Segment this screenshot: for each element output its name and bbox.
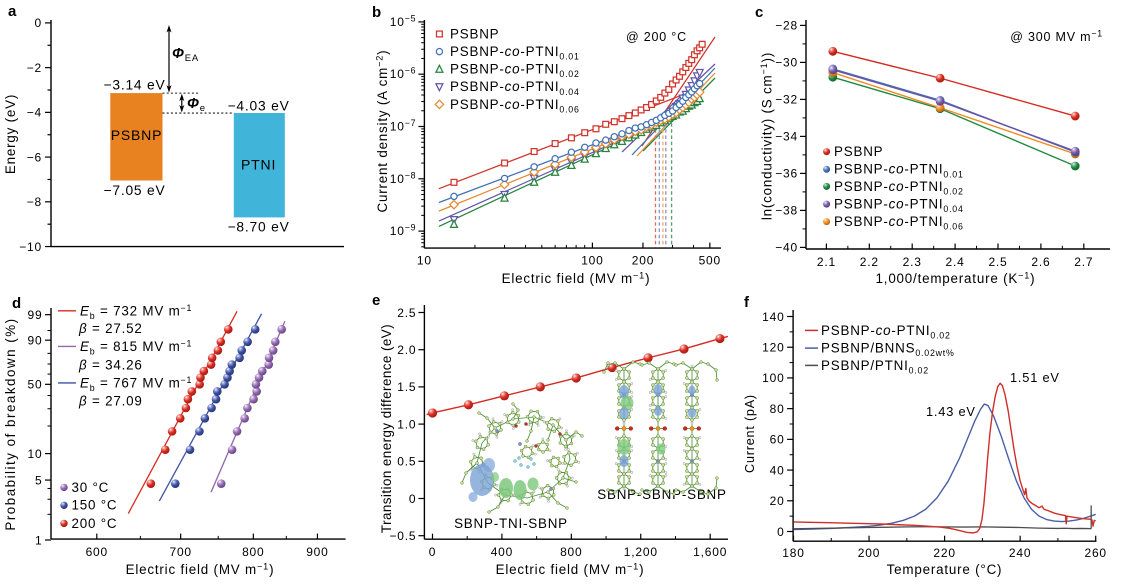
svg-text:Current (pA): Current (pA) [743, 394, 757, 473]
svg-text:PSBNP: PSBNP [111, 127, 162, 143]
svg-text:−32: −32 [775, 93, 798, 107]
svg-text:@ 200 °C: @ 200 °C [626, 30, 687, 44]
svg-text:700: 700 [169, 545, 191, 559]
svg-text:0: 0 [35, 16, 42, 30]
svg-text:−4: −4 [27, 106, 42, 120]
svg-text:10: 10 [28, 447, 43, 461]
svg-text:−40: −40 [775, 241, 798, 255]
svg-text:−30: −30 [775, 56, 798, 70]
svg-text:80: 80 [770, 402, 785, 416]
svg-text:400: 400 [491, 545, 513, 559]
svg-text:240: 240 [1009, 546, 1031, 560]
svg-text:c: c [755, 4, 764, 21]
svg-text:−4.03 eV: −4.03 eV [228, 99, 290, 114]
svg-text:−28: −28 [775, 19, 798, 33]
svg-text:40: 40 [770, 463, 785, 477]
svg-text:Electric field (MV m−1): Electric field (MV m−1) [502, 271, 651, 287]
svg-text:PSBNP: PSBNP [450, 26, 499, 41]
svg-text:1,600: 1,600 [693, 545, 727, 559]
svg-text:Eb = 732 MV m−1: Eb = 732 MV m−1 [80, 303, 192, 321]
svg-text:200: 200 [858, 546, 880, 560]
svg-text:30 °C: 30 °C [72, 480, 110, 495]
svg-text:260: 260 [1084, 546, 1106, 560]
svg-text:120: 120 [762, 341, 784, 355]
svg-text:β = 27.52: β = 27.52 [78, 321, 143, 336]
svg-text:2.7: 2.7 [1074, 255, 1093, 269]
svg-text:e: e [372, 292, 381, 309]
svg-text:Electric field (MV m−1): Electric field (MV m−1) [126, 562, 275, 578]
svg-text:−6: −6 [27, 150, 42, 164]
svg-text:Transition energy difference (: Transition energy difference (eV) [379, 324, 394, 533]
svg-text:1: 1 [35, 533, 42, 547]
svg-text:−34: −34 [775, 130, 798, 144]
svg-text:PSBNP: PSBNP [834, 144, 883, 159]
svg-text:90: 90 [28, 334, 43, 348]
svg-text:1.43 eV: 1.43 eV [926, 404, 976, 419]
svg-text:β = 34.26: β = 34.26 [78, 358, 143, 373]
svg-text:2.6: 2.6 [1031, 255, 1050, 269]
svg-text:f: f [744, 294, 750, 311]
svg-text:1.0: 1.0 [397, 417, 416, 431]
svg-text:0: 0 [409, 492, 416, 506]
svg-text:−7.05 eV: −7.05 eV [103, 183, 165, 198]
svg-text:−36: −36 [775, 167, 798, 181]
svg-text:0: 0 [777, 525, 784, 539]
svg-text:b: b [372, 4, 382, 21]
svg-text:−8: −8 [27, 195, 42, 209]
svg-text:0.5: 0.5 [397, 455, 416, 469]
svg-text:50: 50 [28, 378, 43, 392]
svg-text:β = 27.09: β = 27.09 [78, 393, 143, 408]
svg-text:1.5: 1.5 [397, 380, 416, 394]
svg-text:Electric field (MV m−1): Electric field (MV m−1) [496, 562, 645, 578]
svg-text:PTNI: PTNI [241, 157, 276, 173]
svg-text:−10: −10 [19, 240, 42, 254]
svg-text:−3.14 eV: −3.14 eV [103, 78, 165, 93]
svg-text:Eb = 767 MV m−1: Eb = 767 MV m−1 [80, 375, 192, 393]
svg-text:220: 220 [933, 546, 955, 560]
svg-text:1,200: 1,200 [624, 545, 658, 559]
svg-text:2.2: 2.2 [860, 255, 879, 269]
svg-text:800: 800 [560, 545, 582, 559]
svg-text:Temperature (°C): Temperature (°C) [887, 562, 1003, 577]
svg-text:−2: −2 [27, 61, 42, 75]
svg-text:SBNP-TNI-SBNP: SBNP-TNI-SBNP [454, 516, 568, 531]
svg-text:600: 600 [86, 545, 108, 559]
svg-text:2.5: 2.5 [988, 255, 1007, 269]
svg-text:a: a [8, 3, 17, 20]
svg-text:1.51 eV: 1.51 eV [1010, 370, 1060, 385]
svg-text:100: 100 [762, 371, 784, 385]
svg-text:ln(conductivity) (S cm−1)): ln(conductivity) (S cm−1)) [759, 52, 775, 220]
svg-text:2.3: 2.3 [903, 255, 922, 269]
svg-text:180: 180 [782, 546, 804, 560]
svg-text:200 °C: 200 °C [72, 516, 118, 531]
svg-text:150 °C: 150 °C [72, 498, 118, 513]
svg-text:1,000/temperature (K−1): 1,000/temperature (K−1) [876, 271, 1036, 287]
svg-text:−38: −38 [775, 204, 798, 218]
svg-text:5: 5 [35, 473, 42, 487]
svg-text:10: 10 [417, 254, 432, 268]
svg-text:60: 60 [770, 433, 785, 447]
svg-text:2.0: 2.0 [397, 343, 416, 357]
svg-text:d: d [12, 295, 22, 312]
svg-text:200: 200 [632, 254, 654, 268]
svg-text:800: 800 [242, 545, 264, 559]
svg-text:140: 140 [762, 310, 784, 324]
svg-text:20: 20 [770, 494, 785, 508]
svg-text:Eb = 815 MV m−1: Eb = 815 MV m−1 [80, 339, 192, 357]
svg-text:2.5: 2.5 [397, 306, 416, 320]
svg-text:2.1: 2.1 [817, 255, 836, 269]
svg-text:500: 500 [699, 254, 721, 268]
svg-text:Energy (eV): Energy (eV) [3, 94, 18, 174]
svg-text:99: 99 [28, 308, 43, 322]
svg-text:Current density (A cm−2): Current density (A cm−2) [375, 50, 391, 213]
svg-text:900: 900 [306, 545, 328, 559]
svg-text:0: 0 [429, 545, 436, 559]
svg-text:100: 100 [581, 254, 603, 268]
svg-text:@ 300 MV m−1: @ 300 MV m−1 [1010, 29, 1103, 45]
svg-text:Probability of breakdown (%): Probability of breakdown (%) [3, 317, 18, 530]
svg-text:2.4: 2.4 [946, 255, 965, 269]
svg-text:−8.70 eV: −8.70 eV [228, 220, 290, 235]
